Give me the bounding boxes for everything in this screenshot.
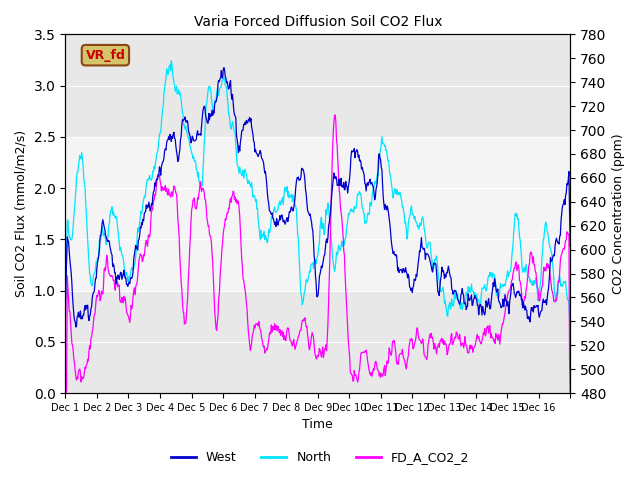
Bar — [65, 137, 570, 290]
Legend: West, North, FD_A_CO2_2: West, North, FD_A_CO2_2 — [166, 446, 474, 469]
Y-axis label: Soil CO2 Flux (mmol/m2/s): Soil CO2 Flux (mmol/m2/s) — [15, 130, 28, 297]
X-axis label: Time: Time — [302, 419, 333, 432]
Y-axis label: CO2 Concentration (ppm): CO2 Concentration (ppm) — [612, 133, 625, 294]
Title: Varia Forced Diffusion Soil CO2 Flux: Varia Forced Diffusion Soil CO2 Flux — [193, 15, 442, 29]
Text: VR_fd: VR_fd — [86, 48, 125, 62]
